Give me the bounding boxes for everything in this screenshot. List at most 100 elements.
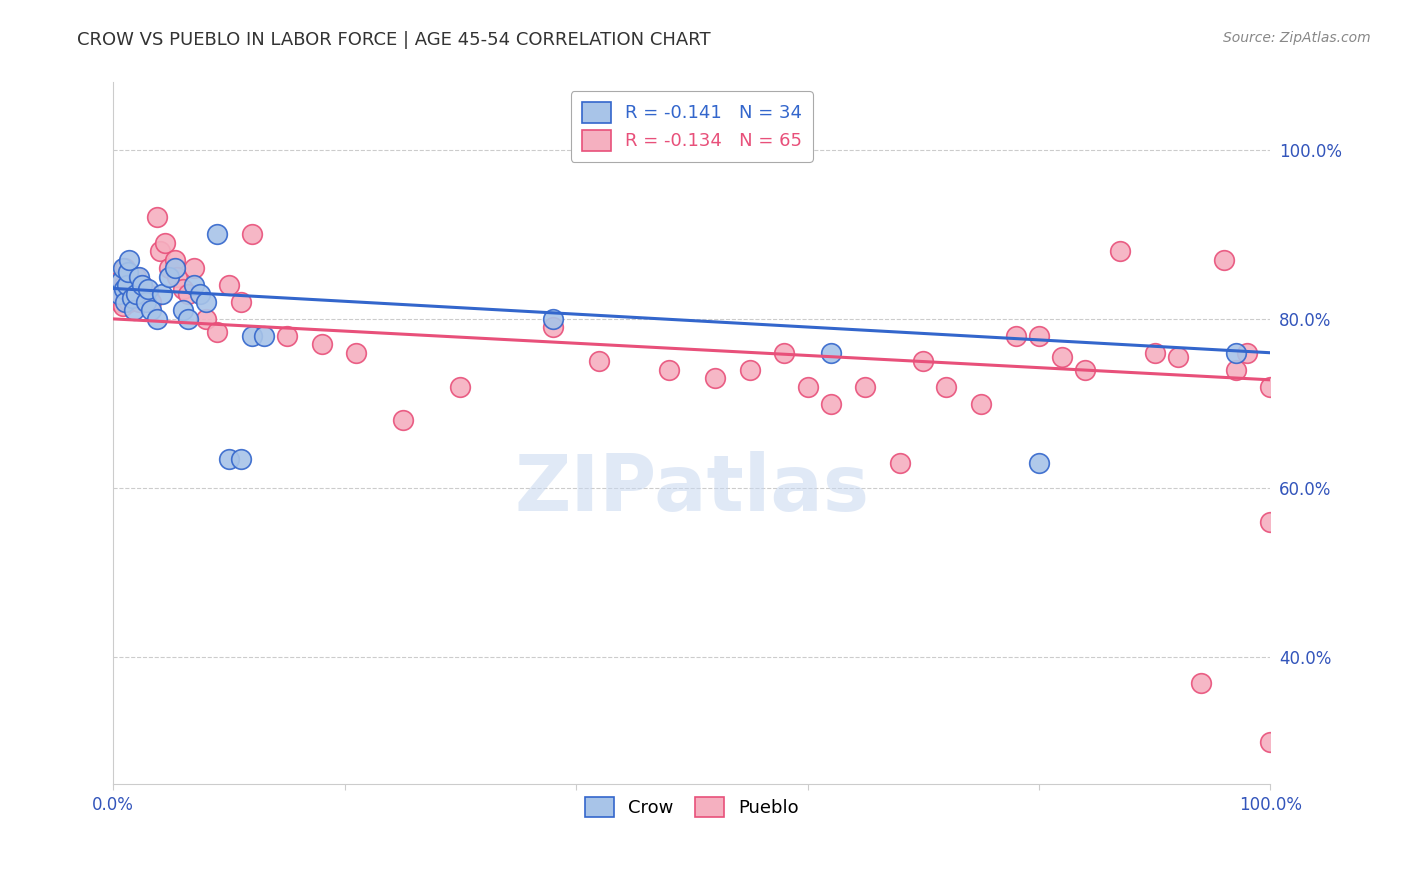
Point	[1260, 735, 1282, 749]
Point	[1260, 379, 1282, 393]
Point	[344, 345, 367, 359]
Point	[121, 278, 143, 293]
Point	[115, 291, 138, 305]
Point	[820, 396, 842, 410]
Point	[1260, 515, 1282, 529]
Point	[1225, 362, 1247, 376]
Point	[157, 261, 180, 276]
Point	[1109, 244, 1132, 259]
Point	[121, 291, 143, 305]
Point	[146, 211, 169, 225]
Point	[114, 295, 136, 310]
Point	[194, 312, 217, 326]
Point	[131, 278, 153, 293]
Point	[163, 261, 186, 276]
Point	[541, 312, 564, 326]
Point	[194, 295, 217, 310]
Point	[141, 303, 163, 318]
Point	[1189, 676, 1212, 690]
Point	[588, 354, 610, 368]
Point	[796, 379, 818, 393]
Point	[183, 261, 205, 276]
Point	[112, 282, 135, 296]
Point	[107, 282, 129, 296]
Point	[738, 362, 761, 376]
Point	[128, 269, 150, 284]
Point	[855, 379, 877, 393]
Point	[117, 269, 139, 284]
Point	[773, 345, 796, 359]
Point	[135, 295, 157, 310]
Point	[218, 451, 240, 466]
Point	[122, 286, 145, 301]
Point	[157, 269, 180, 284]
Point	[177, 286, 200, 301]
Point	[207, 227, 229, 242]
Point	[146, 312, 169, 326]
Point	[1213, 252, 1236, 267]
Point	[391, 413, 413, 427]
Point	[1167, 350, 1189, 364]
Text: ZIPatlas: ZIPatlas	[515, 451, 869, 527]
Point	[1225, 345, 1247, 359]
Point	[658, 362, 681, 376]
Point	[1028, 456, 1050, 470]
Point	[1143, 345, 1166, 359]
Point	[820, 345, 842, 359]
Point	[218, 278, 240, 293]
Point	[163, 252, 186, 267]
Point	[935, 379, 957, 393]
Point	[1005, 328, 1028, 343]
Point	[114, 261, 136, 276]
Point	[449, 379, 471, 393]
Point	[172, 282, 194, 296]
Point	[110, 274, 132, 288]
Point	[229, 451, 252, 466]
Point	[229, 295, 252, 310]
Text: Source: ZipAtlas.com: Source: ZipAtlas.com	[1223, 31, 1371, 45]
Point	[118, 295, 141, 310]
Point	[150, 286, 173, 301]
Point	[141, 295, 163, 310]
Point	[136, 282, 159, 296]
Point	[115, 282, 138, 296]
Point	[1028, 328, 1050, 343]
Point	[110, 286, 132, 301]
Point	[207, 325, 229, 339]
Point	[125, 269, 148, 284]
Point	[111, 299, 134, 313]
Point	[172, 303, 194, 318]
Point	[1050, 350, 1073, 364]
Point	[177, 312, 200, 326]
Point	[1074, 362, 1097, 376]
Point	[889, 456, 911, 470]
Point	[118, 252, 141, 267]
Point	[166, 269, 188, 284]
Point	[112, 278, 135, 293]
Point	[131, 278, 153, 293]
Point	[115, 278, 138, 293]
Point	[155, 235, 177, 250]
Point	[541, 320, 564, 334]
Point	[125, 286, 148, 301]
Point	[108, 286, 131, 301]
Point	[704, 371, 727, 385]
Point	[276, 328, 298, 343]
Point	[240, 328, 263, 343]
Point	[970, 396, 993, 410]
Point	[108, 274, 131, 288]
Point	[128, 295, 150, 310]
Point	[240, 227, 263, 242]
Point	[117, 265, 139, 279]
Point	[111, 261, 134, 276]
Point	[136, 286, 159, 301]
Point	[135, 291, 157, 305]
Point	[108, 295, 131, 310]
Point	[311, 337, 333, 351]
Point	[183, 278, 205, 293]
Point	[912, 354, 935, 368]
Point	[122, 303, 145, 318]
Point	[1236, 345, 1258, 359]
Point	[148, 244, 170, 259]
Point	[188, 286, 211, 301]
